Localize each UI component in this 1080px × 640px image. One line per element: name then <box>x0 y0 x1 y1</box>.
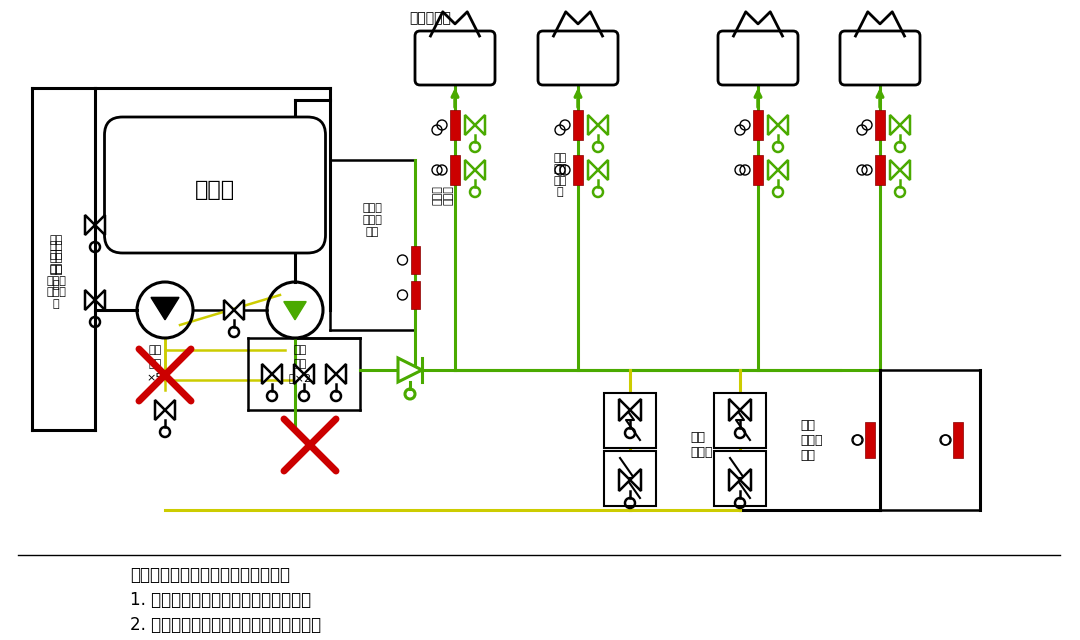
Polygon shape <box>768 115 778 135</box>
Polygon shape <box>294 364 303 384</box>
Text: 2. 通过主给水泵逆止阀确认给水未倒流。: 2. 通过主给水泵逆止阀确认给水未倒流。 <box>130 616 321 634</box>
Text: 1. 需确认主给水泵逆流暖泵阀门关闭；: 1. 需确认主给水泵逆流暖泵阀门关闭； <box>130 591 311 609</box>
Bar <box>573 110 583 140</box>
Bar <box>753 155 762 185</box>
Polygon shape <box>778 115 788 135</box>
Polygon shape <box>336 364 346 384</box>
Polygon shape <box>729 469 740 491</box>
Polygon shape <box>475 160 485 180</box>
Text: 主给
水泵
再循
环给水
泵再循
环: 主给 水泵 再循 环给水 泵再循 环 <box>46 241 66 309</box>
Polygon shape <box>740 399 751 421</box>
FancyBboxPatch shape <box>415 31 495 85</box>
Bar <box>865 422 875 458</box>
Text: 环: 环 <box>53 280 59 290</box>
Text: 辅助: 辅助 <box>294 345 307 355</box>
Polygon shape <box>778 160 788 180</box>
Polygon shape <box>900 160 910 180</box>
Polygon shape <box>768 160 778 180</box>
Polygon shape <box>900 115 910 135</box>
Polygon shape <box>588 160 598 180</box>
Text: 由于失电导致管线上阀门无法关闭：: 由于失电导致管线上阀门无法关闭： <box>130 566 291 584</box>
Bar <box>875 110 885 140</box>
Text: 水泵: 水泵 <box>50 250 63 260</box>
Text: 水泵: 水泵 <box>148 359 162 369</box>
Bar <box>714 392 766 447</box>
Text: 辅助给
水泵再
循环: 辅助给 水泵再 循环 <box>362 204 382 237</box>
Polygon shape <box>165 400 175 420</box>
Polygon shape <box>151 298 179 320</box>
Text: 再循: 再循 <box>50 265 63 275</box>
Polygon shape <box>284 301 307 320</box>
Polygon shape <box>890 115 900 135</box>
Text: 主给: 主给 <box>148 345 162 355</box>
FancyBboxPatch shape <box>538 31 618 85</box>
Bar <box>604 451 656 506</box>
Text: 蒸汽发生器: 蒸汽发生器 <box>409 11 451 25</box>
FancyBboxPatch shape <box>718 31 798 85</box>
Polygon shape <box>588 115 598 135</box>
Polygon shape <box>598 115 608 135</box>
Polygon shape <box>262 364 272 384</box>
Polygon shape <box>326 364 336 384</box>
Bar <box>450 155 460 185</box>
Polygon shape <box>156 400 165 420</box>
Polygon shape <box>85 290 95 310</box>
Text: 主给: 主给 <box>50 235 63 245</box>
Bar <box>604 392 656 447</box>
Bar <box>714 451 766 506</box>
Polygon shape <box>475 115 485 135</box>
Text: 高压
加热器: 高压 加热器 <box>690 431 713 459</box>
Bar <box>573 155 583 185</box>
Bar <box>410 246 419 274</box>
Text: 高压
加热器
旁路: 高压 加热器 旁路 <box>800 419 823 461</box>
Polygon shape <box>399 358 422 382</box>
FancyBboxPatch shape <box>840 31 920 85</box>
Bar <box>753 110 762 140</box>
Polygon shape <box>740 469 751 491</box>
Polygon shape <box>598 160 608 180</box>
Polygon shape <box>95 215 105 235</box>
Polygon shape <box>303 364 314 384</box>
Bar <box>953 422 963 458</box>
Text: 除氧器: 除氧器 <box>194 180 235 200</box>
Text: ×5: ×5 <box>147 373 163 383</box>
Polygon shape <box>95 290 105 310</box>
Polygon shape <box>619 469 630 491</box>
Text: 给水: 给水 <box>294 359 307 369</box>
Polygon shape <box>272 364 282 384</box>
Polygon shape <box>630 469 642 491</box>
Polygon shape <box>234 300 244 320</box>
Text: 泵×2: 泵×2 <box>288 373 311 383</box>
Polygon shape <box>465 115 475 135</box>
Polygon shape <box>85 215 95 235</box>
Text: 给水主
调节阀: 给水主 调节阀 <box>432 185 454 205</box>
Polygon shape <box>890 160 900 180</box>
Bar <box>450 110 460 140</box>
Polygon shape <box>729 399 740 421</box>
Text: 给水
辅助
调节
阀: 给水 辅助 调节 阀 <box>553 152 567 197</box>
Polygon shape <box>630 399 642 421</box>
Polygon shape <box>465 160 475 180</box>
Bar <box>875 155 885 185</box>
Polygon shape <box>619 399 630 421</box>
Polygon shape <box>224 300 234 320</box>
FancyBboxPatch shape <box>105 117 325 253</box>
Bar <box>410 281 419 309</box>
